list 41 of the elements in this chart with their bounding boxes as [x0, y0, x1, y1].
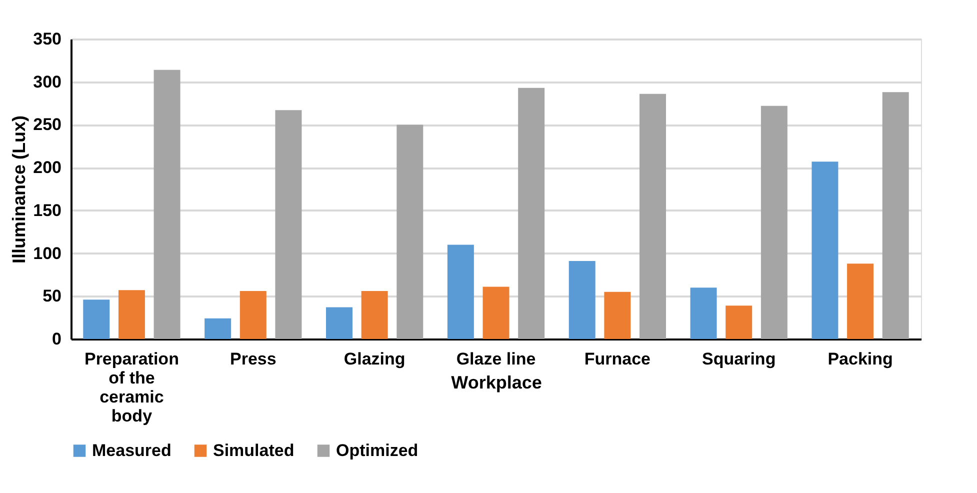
bar	[396, 124, 424, 339]
bar	[204, 318, 232, 339]
bar	[240, 291, 266, 339]
x-tick-label: Press	[230, 350, 276, 368]
bar	[275, 110, 302, 339]
y-tick-label: 0	[52, 330, 62, 348]
x-tick-label: Squaring	[702, 350, 776, 368]
bar	[118, 290, 145, 339]
y-tick-label: 300	[33, 72, 62, 92]
y-tick-label: 200	[33, 158, 62, 178]
bar	[604, 292, 631, 339]
bar	[690, 288, 717, 339]
y-tick-label: 150	[33, 200, 62, 220]
bar	[482, 286, 510, 339]
x-tick-label: Packing	[828, 350, 893, 368]
x-axis-title: Workplace	[451, 372, 542, 392]
bar	[847, 264, 874, 339]
bar	[326, 307, 352, 339]
bar	[726, 306, 752, 339]
y-tick-label: 250	[33, 115, 62, 134]
bar	[83, 300, 110, 339]
bar	[812, 162, 838, 339]
legend-label: Optimized	[336, 440, 418, 460]
legend-label: Simulated	[213, 440, 294, 460]
x-tick-label: Preparation of the ceramic body	[84, 350, 179, 426]
bar	[882, 92, 909, 339]
y-axis-title: Illuminance (Lux)	[9, 115, 30, 264]
bar	[518, 88, 545, 339]
bar	[568, 261, 596, 339]
y-tick-label: 350	[33, 30, 62, 48]
y-tick-label: 100	[33, 244, 62, 263]
x-tick-label: Furnace	[584, 350, 650, 368]
bar	[361, 291, 388, 339]
y-tick-label: 50	[42, 286, 62, 306]
x-tick-label: Glazing	[344, 350, 406, 368]
bar	[154, 70, 180, 339]
bar	[640, 94, 666, 339]
x-tick-label: Glaze line	[456, 350, 536, 368]
bar	[447, 244, 474, 339]
legend-label: Measured	[92, 440, 172, 460]
bar	[760, 106, 788, 339]
